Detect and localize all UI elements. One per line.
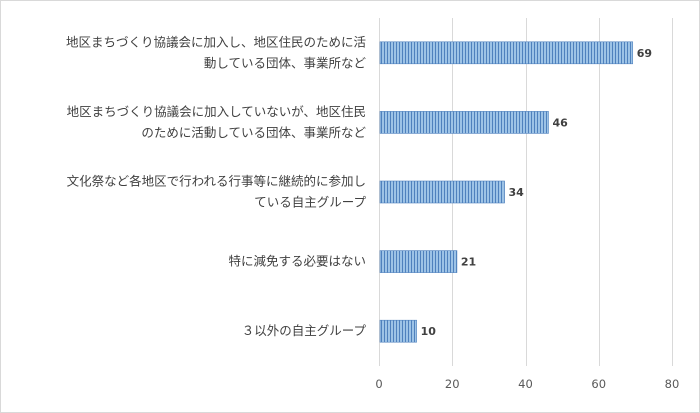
x-tick-label: 40 [518,377,533,391]
bar-4 [379,250,458,273]
value-label-5: 10 [421,325,437,338]
value-label-3: 34 [509,186,525,199]
category-label-3-line-2: ている自主グループ [254,195,366,210]
bar-1 [379,41,634,65]
x-tick-label: 80 [665,377,680,391]
category-label-5-line-1: ３以外の自主グループ [242,323,367,338]
category-labels: 地区まちづくり協議会に加入し、地区住民のために活動している団体、事業所など地区ま… [66,34,367,338]
category-label-2-line-2: のために活動している団体、事業所など [141,125,366,140]
value-label-2: 46 [552,116,568,129]
category-label-1-line-2: 動している団体、事業所など [204,55,367,70]
x-axis-ticks: 0 20 40 60 80 [375,377,679,391]
bar-5 [379,319,417,343]
x-tick-label: 0 [375,377,382,391]
category-label-4-line-1: 特に減免する必要はない [228,254,366,269]
bars: 69 46 34 21 10 [379,41,652,343]
category-label-3-line-1: 文化祭など各地区で行われる行事等に継続的に参加し [67,174,366,189]
bar-3 [379,180,505,204]
x-tick-label: 60 [591,377,606,391]
category-label-2-line-1: 地区まちづくり協議会に加入していないが、地区住民 [67,104,366,119]
x-tick-label: 20 [445,377,460,391]
value-label-1: 69 [637,47,652,60]
category-label-1-line-1: 地区まちづくり協議会に加入し、地区住民のために活 [66,34,366,49]
value-label-4: 21 [461,256,476,269]
bar-2 [379,111,549,134]
